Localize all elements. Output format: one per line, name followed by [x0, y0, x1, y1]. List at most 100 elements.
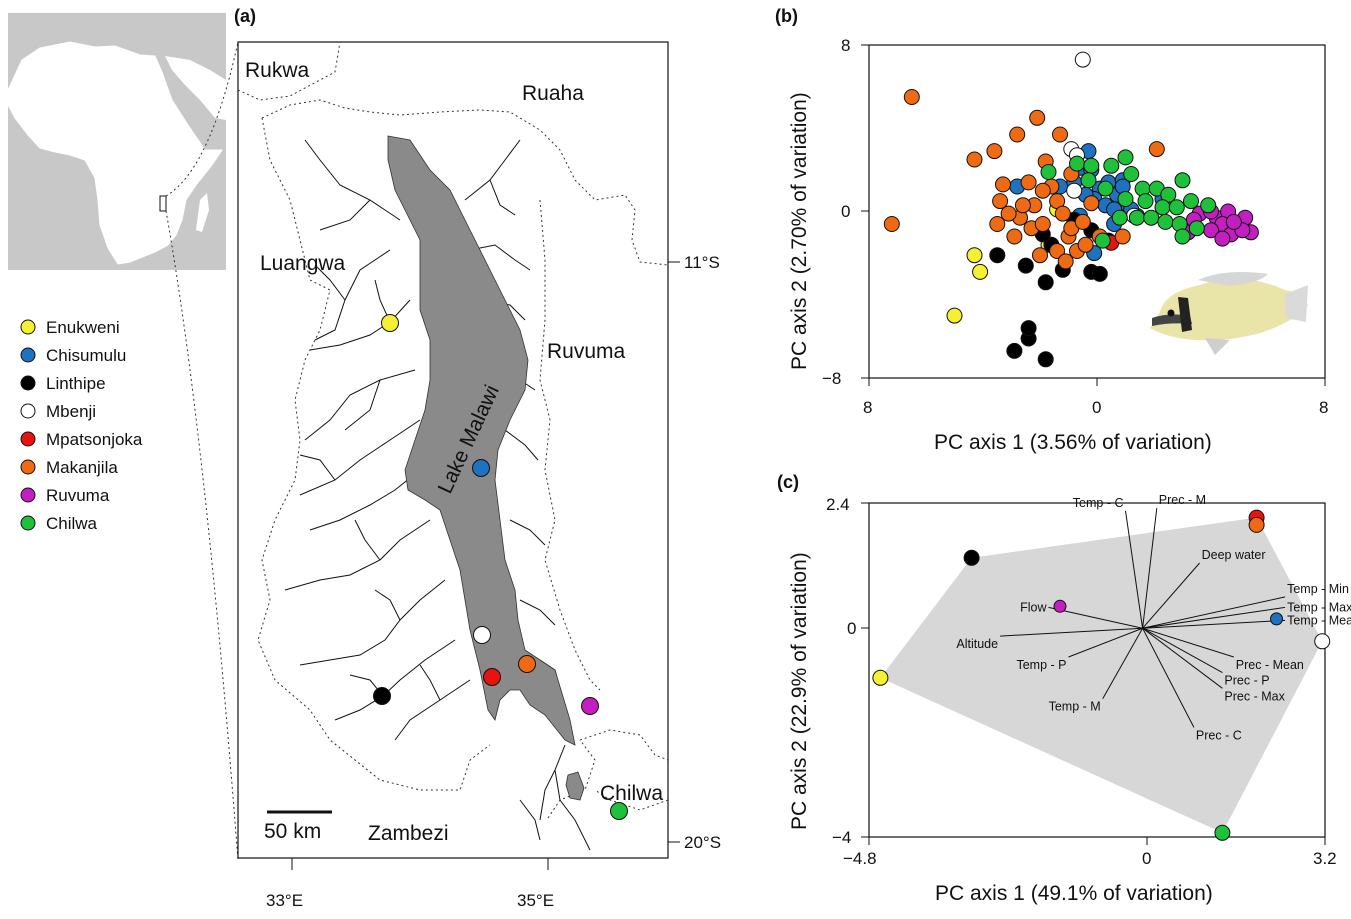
point-linthipe [989, 247, 1006, 264]
site-linthipe [373, 687, 391, 705]
loading-label: Temp - Min [1287, 582, 1349, 596]
x-axis-title-c: PC axis 1 (49.1% of variation) [935, 882, 1213, 905]
panel-label-a: (a) [234, 6, 256, 26]
legend-label: Chilwa [46, 514, 98, 533]
site-enukweni [381, 314, 399, 332]
point-makanjila [1057, 253, 1074, 270]
point-makanjila [1077, 236, 1094, 253]
region-luangwa: Luangwa [260, 252, 346, 275]
point-makanjila [1014, 197, 1031, 214]
loading-label: Temp - M [1049, 700, 1101, 714]
x-axis-title-b: PC axis 1 (3.56% of variation) [934, 431, 1212, 454]
loading-line [1000, 627, 1143, 637]
point-linthipe [1006, 342, 1023, 359]
point-chilwa [1083, 157, 1100, 174]
point-chilwa [1111, 209, 1128, 226]
point-makanjila [1083, 195, 1100, 212]
legend-marker [20, 375, 36, 391]
point-enukweni [872, 669, 889, 686]
rivers [284, 139, 591, 851]
point-chilwa [1183, 193, 1199, 210]
point-chilwa [1174, 172, 1191, 189]
y-tick-label: −8 [822, 369, 841, 388]
site-chilwa [610, 802, 628, 820]
point-makanjila [966, 151, 983, 168]
point-makanjila [1054, 205, 1071, 222]
legend-marker [20, 515, 36, 531]
panel-label-b: (b) [775, 6, 798, 26]
point-mbenji [1074, 51, 1091, 68]
point-enukweni [966, 247, 983, 264]
point-chilwa [1069, 155, 1085, 172]
point-chisumulu [1270, 612, 1283, 626]
point-mbenji [1066, 182, 1083, 199]
loading-line [1125, 510, 1144, 629]
point-chilwa [1137, 193, 1154, 210]
fish-illustration [1150, 272, 1308, 355]
point-makanjila [1029, 109, 1046, 126]
point-mbenji [1314, 633, 1331, 650]
x-axis-b [868, 378, 1326, 386]
point-makanjila [1020, 174, 1037, 191]
region-ruvuma: Ruvuma [547, 340, 626, 363]
pca-b-plot: 8 0 8 8 0 −8 PC axis 1 (3.56% of variati… [788, 36, 1328, 454]
point-chilwa [1103, 157, 1120, 174]
lat-label-20: 20°S [684, 833, 721, 852]
loading-line [1142, 628, 1195, 728]
loading-line [1142, 508, 1158, 629]
point-linthipe [1091, 265, 1108, 282]
legend-label: Chisumulu [46, 346, 126, 365]
point-makanjila [1009, 126, 1026, 143]
lake-chilwa [565, 771, 585, 801]
loading-label: Prec - Mean [1236, 658, 1304, 672]
legend-marker [20, 319, 36, 335]
point-ruvuma [1053, 599, 1067, 613]
y-tick-label: 0 [841, 202, 850, 221]
point-linthipe [1017, 257, 1034, 274]
x-tick-label: 8 [1319, 398, 1328, 417]
loading-line [1142, 562, 1200, 629]
point-makanjila [1052, 126, 1068, 143]
legend-label: Makanjila [46, 458, 118, 477]
site-mbenji [473, 626, 491, 644]
x-axis-c [868, 837, 1326, 845]
point-chilwa [1117, 149, 1134, 166]
point-chilwa [1040, 164, 1057, 180]
x-tick-label: −4.8 [843, 849, 877, 868]
x-tick-label: 0 [1142, 849, 1151, 868]
loading-label: Deep water [1202, 548, 1266, 562]
point-linthipe [1037, 351, 1054, 368]
y-tick-label: 0 [847, 619, 856, 638]
loading-label: Prec - Max [1224, 689, 1285, 703]
site-ruvuma [581, 697, 599, 715]
lon-label-33: 33°E [266, 891, 303, 910]
point-linthipe [1020, 320, 1037, 337]
x-tick-label: 3.2 [1313, 849, 1337, 868]
point-linthipe [1037, 274, 1054, 291]
loading-line [1142, 606, 1286, 629]
point-chilwa [1094, 232, 1111, 249]
point-makanjila [883, 216, 900, 232]
legend-marker [20, 459, 36, 475]
point-chilwa [1188, 220, 1205, 237]
region-ruaha: Ruaha [522, 82, 584, 105]
region-zambezi: Zambezi [368, 822, 449, 845]
scale-label: 50 km [264, 820, 321, 843]
lake-malawi [387, 135, 576, 746]
point-enukweni [972, 263, 989, 280]
loading-label: Temp - P [1016, 658, 1066, 672]
y-axis-c [861, 502, 869, 838]
point-chilwa [1123, 166, 1140, 182]
point-makanjila [1248, 516, 1265, 533]
point-chilwa [1097, 180, 1114, 197]
convex-hull [880, 517, 1323, 833]
point-makanjila [1034, 216, 1051, 232]
madagascar [196, 193, 209, 232]
legend-marker [20, 347, 36, 363]
lat-label-11: 11°S [684, 253, 720, 272]
loading-label: Altitude [956, 637, 998, 651]
scatter-c-points [872, 509, 1331, 841]
point-makanjila [1148, 141, 1165, 158]
region-rukwa: Rukwa [245, 59, 310, 82]
point-chilwa [1128, 209, 1145, 226]
